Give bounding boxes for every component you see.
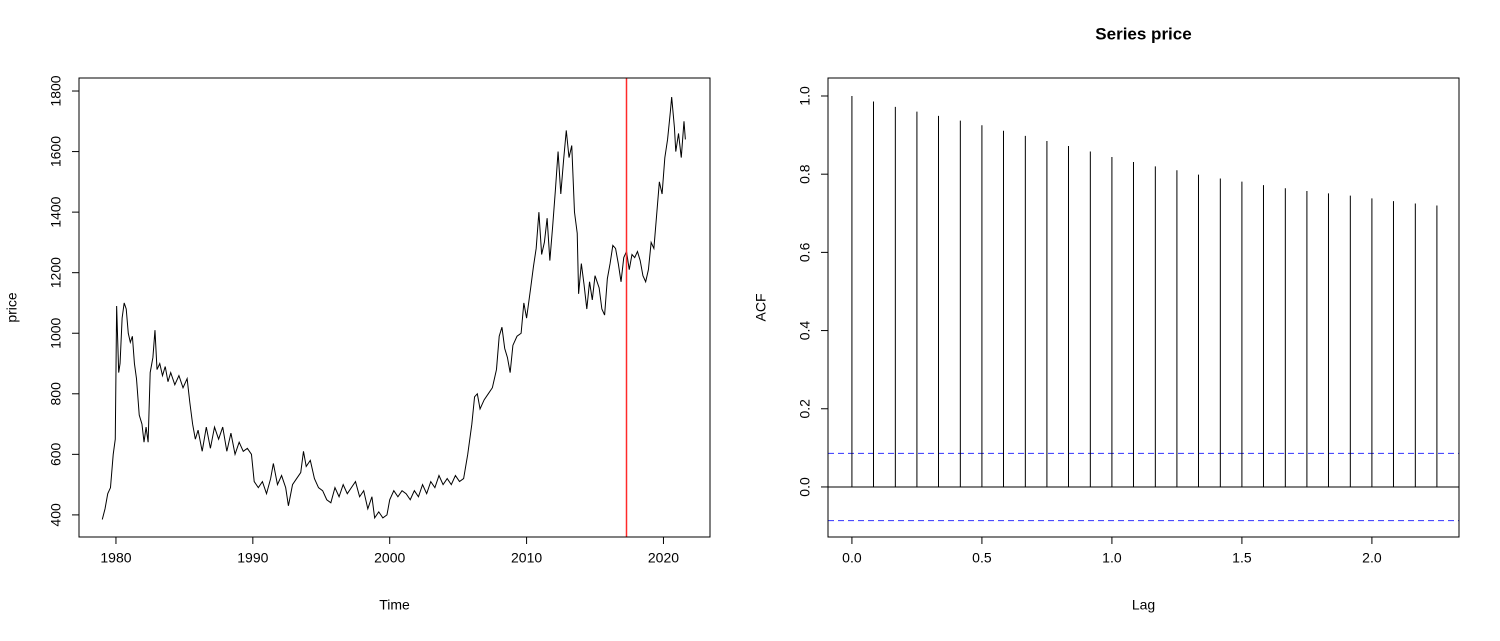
y-tick-label: 0.8 — [797, 164, 813, 184]
y-tick-label: 800 — [48, 382, 64, 406]
y-axis-title: price — [4, 292, 20, 323]
y-tick-label: 1000 — [48, 317, 64, 348]
y-tick-label: 0.0 — [797, 477, 813, 497]
chart-title: Series price — [1095, 24, 1191, 43]
x-tick-label: 1.0 — [1102, 550, 1122, 566]
y-tick-label: 1.0 — [797, 86, 813, 106]
y-tick-label: 600 — [48, 442, 64, 466]
y-tick-label: 0.6 — [797, 242, 813, 262]
x-axis-title: Time — [379, 597, 410, 613]
y-tick-label: 1800 — [48, 75, 64, 106]
x-tick-label: 1.5 — [1232, 550, 1252, 566]
plot-frame — [827, 77, 1460, 538]
x-tick-label: 2020 — [648, 550, 679, 566]
price-line — [101, 97, 686, 520]
x-tick-label: 2010 — [511, 550, 542, 566]
y-axis-title: ACF — [753, 294, 769, 322]
x-tick-label: 1980 — [100, 550, 131, 566]
x-tick-label: 0.0 — [842, 550, 862, 566]
x-tick-label: 2.0 — [1362, 550, 1382, 566]
x-tick-label: 1990 — [237, 550, 268, 566]
x-tick-label: 2000 — [374, 550, 405, 566]
x-tick-label: 0.5 — [972, 550, 992, 566]
y-tick-label: 400 — [48, 503, 64, 527]
y-tick-label: 0.2 — [797, 399, 813, 419]
y-tick-label: 1600 — [48, 136, 64, 167]
y-tick-label: 0.4 — [797, 321, 813, 341]
x-axis-title: Lag — [1132, 597, 1155, 613]
plot-frame — [78, 77, 711, 538]
y-tick-label: 1400 — [48, 196, 64, 227]
y-tick-label: 1200 — [48, 257, 64, 288]
